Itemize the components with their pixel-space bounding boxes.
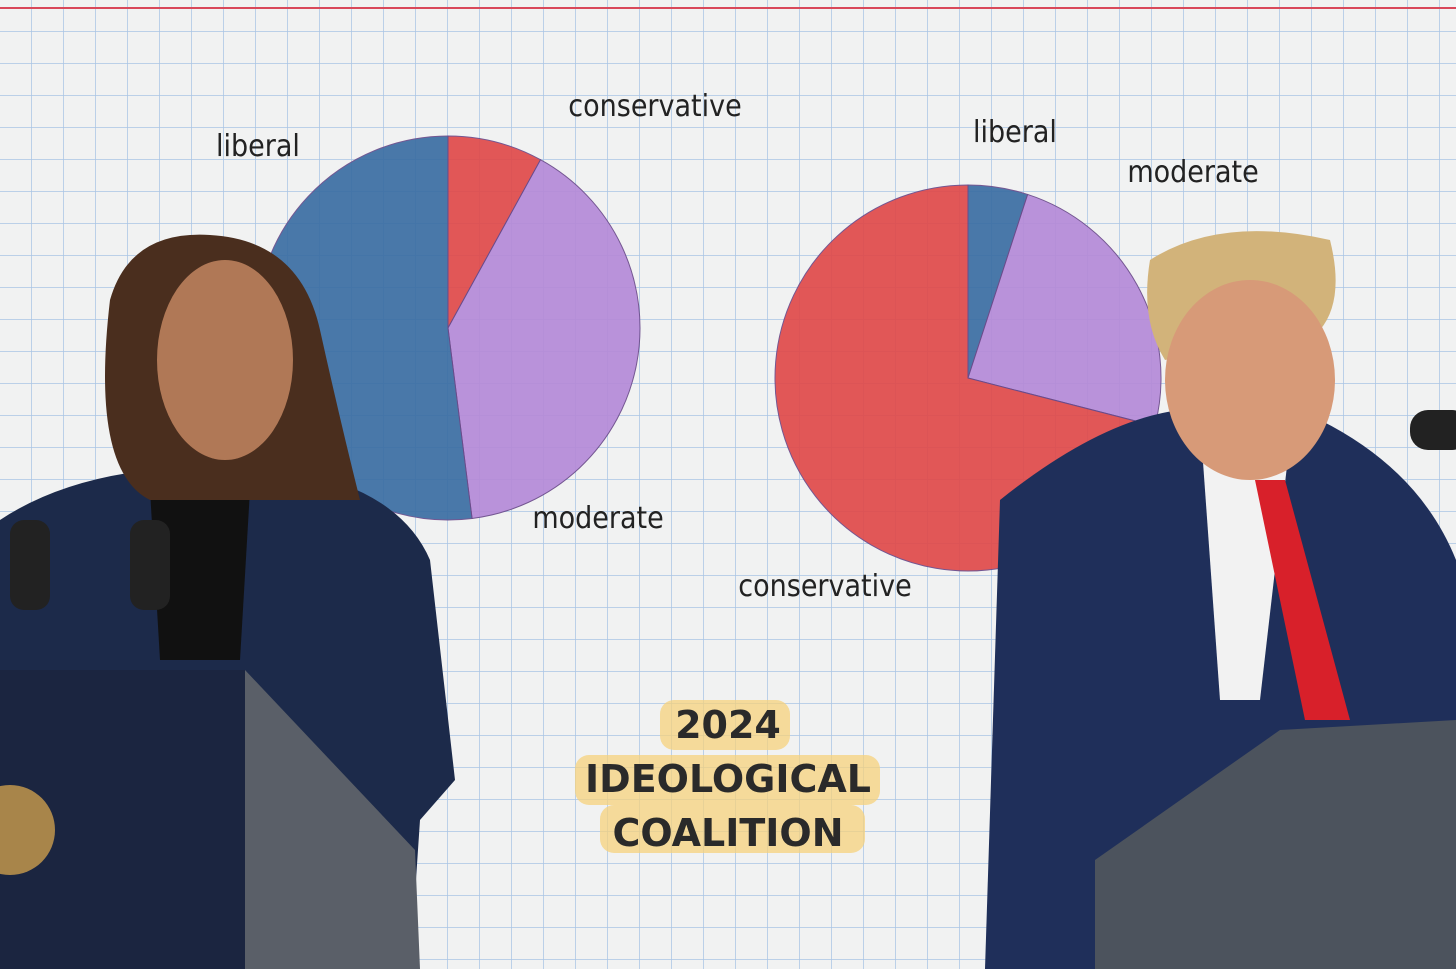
headline-line: IDEOLOGICAL [585,757,871,801]
slice-label: liberal [216,129,300,164]
headline: 2024 IDEOLOGICAL COALITION [585,703,871,855]
left-face [157,260,293,460]
mic [1410,410,1456,450]
right-face [1165,280,1335,480]
pie-slice [967,193,1162,427]
slice-label: moderate [1127,155,1258,190]
seal [0,785,55,875]
pie-labels: conservative moderate liberal liberal modera… [216,89,1259,604]
mic [130,520,170,610]
headline-highlight [575,700,880,853]
slice-label: moderate [532,501,663,536]
mic [10,520,50,610]
slice-label: conservative [568,89,741,124]
slice-label: liberal [973,115,1057,150]
right-podium [1095,720,1456,969]
left-shirt [150,490,250,660]
slice-label: conservative [738,569,911,604]
people [0,231,1456,969]
pie-slice [447,159,641,520]
left-podium [0,670,245,969]
right-tie [1255,480,1350,720]
left-podium-side [245,670,420,969]
headline-line: 2024 [675,703,781,747]
headline-line: COALITION [612,811,843,855]
pie-slice [447,135,542,329]
